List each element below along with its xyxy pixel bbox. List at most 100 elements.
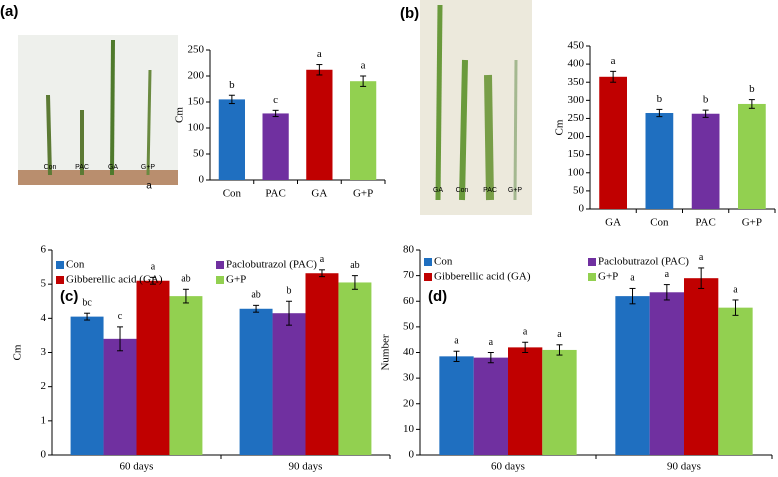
significance-label: a [454,336,459,347]
y-tick-label: 0 [409,449,415,461]
bar [136,280,170,455]
x-tick-label: 60 days [491,461,525,473]
y-tick-label: 0 [199,174,205,186]
y-tick-label: 2 [41,380,47,392]
bar [272,313,306,455]
bar [350,81,377,180]
significance-label: c [273,94,278,106]
photo-note: a [146,181,152,192]
legend-label: G+P [226,274,246,286]
y-axis-label: Cm [554,119,566,135]
y-tick-label: 4 [41,312,47,324]
bar [239,308,273,455]
panel-label: (a) [0,3,18,20]
x-tick-label: PAC [265,188,285,200]
legend-label: G+P [598,271,618,283]
photo-label: PAC [75,164,89,171]
bar [508,347,543,455]
y-tick-label: 3 [41,346,47,358]
significance-label: bc [82,298,92,309]
legend-swatch [424,258,432,266]
bar [649,292,684,455]
significance-label: a [733,284,738,295]
panel-label: (b) [400,5,419,22]
significance-label: b [657,93,663,105]
y-tick-label: 40 [403,346,415,358]
photo-label: Con [456,187,469,194]
significance-label: c [118,311,123,322]
legend-label: Paclobutrazol (PAC) [226,259,317,271]
y-tick-label: 350 [568,76,585,88]
significance-label: b [287,286,292,297]
legend-swatch [56,261,64,269]
significance-label: a [523,327,528,338]
bar [218,99,245,180]
legend-swatch [588,273,596,281]
x-tick-label: G+P [742,217,762,229]
y-tick-label: 30 [403,372,415,384]
bar [542,349,577,455]
significance-label: b [749,83,755,95]
x-tick-label: 90 days [289,461,323,473]
photo-a: Con PAC GA G+P a [18,35,178,192]
significance-label: b [703,94,709,106]
bar [718,307,753,455]
legend-label: Gibberellic acid (GA) [66,274,163,286]
bar [691,113,720,209]
y-tick-label: 100 [568,166,585,178]
legend-swatch [216,276,224,284]
y-tick-label: 0 [41,449,47,461]
x-tick-label: GA [311,188,327,200]
bar [305,273,339,455]
legend-swatch [588,258,596,266]
y-tick-label: 5 [41,278,47,290]
plant [46,94,52,176]
bar [70,316,104,455]
y-tick-label: 200 [568,130,585,142]
y-tick-label: 250 [188,44,205,56]
photo-label: Con [44,164,57,171]
y-tick-label: 150 [568,148,585,160]
significance-label: a [151,262,156,273]
significance-label: b [229,79,235,91]
y-tick-label: 1 [41,414,47,426]
plant [110,39,115,176]
bar [684,278,719,455]
bar [615,296,650,455]
y-tick-label: 70 [403,269,415,281]
bar [169,296,203,455]
plant [459,59,468,201]
photo-label: PAC [483,187,497,194]
panel-label: (c) [60,288,78,305]
plant [484,74,494,201]
bar [103,338,137,455]
significance-label: ab [251,290,260,301]
bar [439,356,474,455]
significance-label: a [611,55,616,67]
photo-label: GA [433,187,443,194]
photo-label: G+P [141,164,156,171]
bar [306,69,333,180]
significance-label: a [489,337,494,348]
legend-swatch [56,276,64,284]
x-tick-label: Con [223,188,242,200]
x-tick-label: GA [605,217,621,229]
y-tick-label: 50 [403,320,415,332]
bar [738,103,766,209]
legend-swatch [216,261,224,269]
x-tick-label: G+P [353,188,373,200]
photo-ground [18,170,178,185]
photo-label: G+P [508,187,523,194]
y-tick-label: 50 [193,148,205,160]
significance-label: a [699,252,704,263]
significance-label: a [361,60,366,72]
y-axis-label: Cm [12,344,24,360]
significance-label: a [557,329,562,340]
legend-label: Con [434,256,453,268]
y-tick-label: 300 [568,94,585,106]
y-tick-label: 250 [568,112,585,124]
photo-b: GA Con PAC G+P [420,0,532,215]
y-tick-label: 200 [188,70,205,82]
x-tick-label: 90 days [667,461,701,473]
